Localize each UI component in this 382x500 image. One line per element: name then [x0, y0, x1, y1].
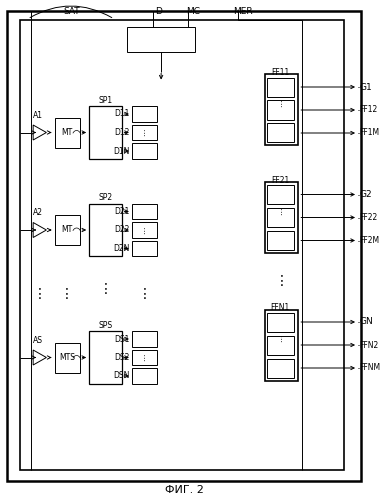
- Bar: [267, 78, 294, 96]
- Bar: [267, 312, 294, 332]
- Text: ⋯: ⋯: [140, 354, 149, 362]
- Bar: [267, 336, 294, 354]
- Text: D: D: [155, 6, 162, 16]
- Text: ⋯: ⋯: [140, 226, 149, 234]
- Bar: [132, 332, 157, 347]
- Text: MC: MC: [186, 6, 200, 16]
- Bar: [132, 106, 157, 122]
- Text: D2N: D2N: [113, 244, 130, 253]
- Text: ⋯: ⋯: [277, 100, 286, 107]
- Text: D11: D11: [115, 110, 130, 118]
- Bar: [132, 204, 157, 219]
- Bar: [267, 231, 294, 250]
- Text: MT: MT: [62, 226, 73, 234]
- Text: ФИГ. 2: ФИГ. 2: [165, 485, 204, 495]
- Text: D1N: D1N: [113, 146, 130, 156]
- Bar: [55, 215, 79, 245]
- Bar: [265, 74, 298, 146]
- Text: D22: D22: [115, 226, 130, 234]
- Text: ⋮: ⋮: [138, 287, 151, 300]
- Text: G2: G2: [359, 190, 372, 199]
- Text: FFN2: FFN2: [359, 340, 378, 349]
- Bar: [89, 106, 121, 159]
- Text: DS2: DS2: [115, 353, 130, 362]
- Text: FFNM: FFNM: [359, 364, 380, 372]
- Text: FF22: FF22: [359, 213, 377, 222]
- Bar: [132, 241, 157, 256]
- Text: D21: D21: [115, 207, 130, 216]
- Text: FF21: FF21: [271, 176, 289, 184]
- Bar: [132, 143, 157, 159]
- Bar: [265, 310, 298, 380]
- Text: SP2: SP2: [98, 193, 112, 202]
- Text: MER: MER: [233, 6, 253, 16]
- Text: ⋮: ⋮: [60, 287, 74, 300]
- Bar: [267, 185, 294, 204]
- Text: ⋮: ⋮: [99, 282, 112, 296]
- Text: SAT: SAT: [63, 6, 80, 16]
- Text: A2: A2: [33, 208, 43, 218]
- Bar: [55, 342, 79, 372]
- Bar: [55, 118, 79, 148]
- Text: A1: A1: [33, 111, 43, 120]
- Bar: [132, 124, 157, 140]
- Text: ⋮: ⋮: [33, 287, 47, 300]
- Text: ⋯: ⋯: [277, 207, 286, 214]
- Bar: [127, 28, 195, 52]
- Bar: [132, 222, 157, 238]
- Text: ⋯: ⋯: [277, 334, 286, 342]
- Bar: [89, 332, 121, 384]
- Bar: [265, 182, 298, 253]
- Bar: [267, 208, 294, 227]
- Text: SPS: SPS: [98, 321, 112, 330]
- Text: FF12: FF12: [359, 106, 377, 114]
- Text: MTS: MTS: [59, 353, 75, 362]
- Bar: [20, 20, 344, 470]
- Text: DS1: DS1: [115, 334, 130, 344]
- Text: ⋮: ⋮: [275, 274, 289, 288]
- Text: SP1: SP1: [98, 96, 112, 105]
- Text: ⋯: ⋯: [140, 128, 149, 136]
- Text: G1: G1: [359, 82, 372, 92]
- Text: MT: MT: [62, 128, 73, 137]
- Text: D12: D12: [115, 128, 130, 137]
- Text: FFN1: FFN1: [270, 303, 290, 312]
- Bar: [267, 100, 294, 119]
- Text: FF1M: FF1M: [359, 128, 379, 138]
- Text: AS: AS: [33, 336, 43, 345]
- Text: DSN: DSN: [113, 372, 130, 380]
- Text: FF2M: FF2M: [359, 236, 379, 245]
- Bar: [267, 358, 294, 378]
- Bar: [89, 204, 121, 256]
- Bar: [267, 124, 294, 142]
- Bar: [132, 350, 157, 365]
- Bar: [132, 368, 157, 384]
- Text: FF11: FF11: [271, 68, 289, 77]
- Text: GN: GN: [359, 318, 373, 326]
